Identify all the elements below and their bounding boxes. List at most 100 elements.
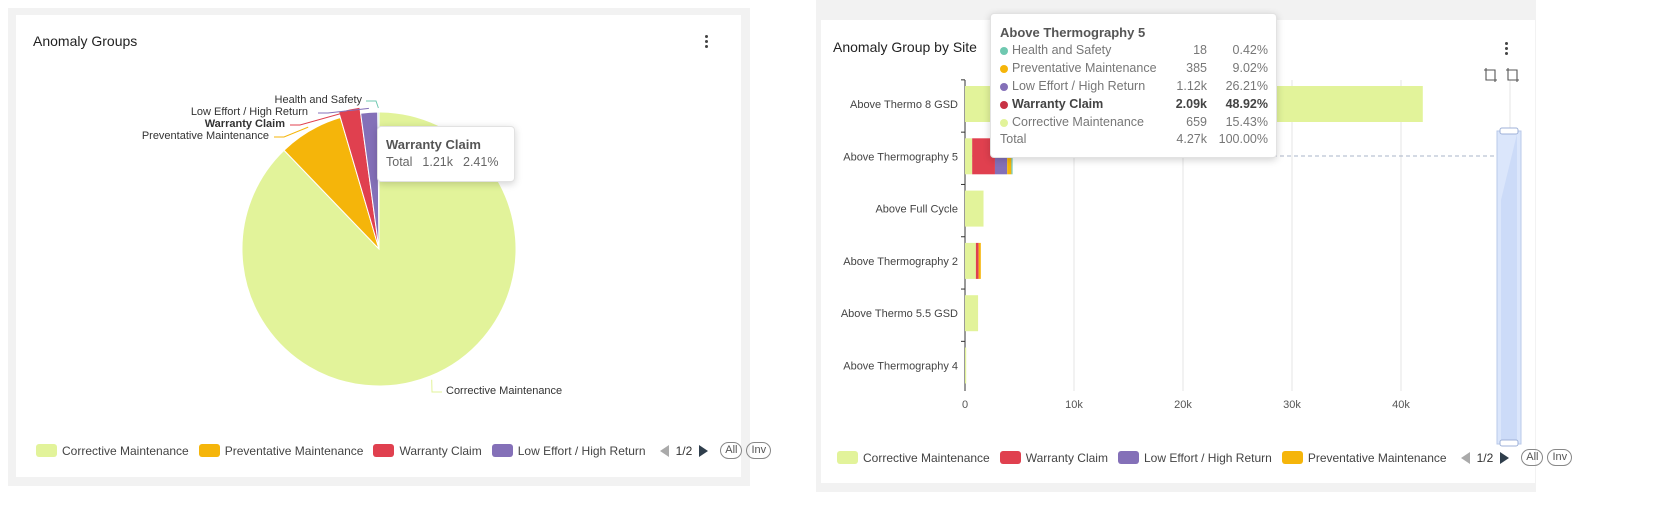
legend-swatch bbox=[1117, 451, 1139, 464]
x-tick-label: 0 bbox=[962, 399, 968, 411]
legend-item-warranty-claim[interactable]: Warranty Claim bbox=[999, 451, 1108, 465]
zoom-icon[interactable] bbox=[1484, 68, 1497, 82]
legend-item-low-effort-high-return[interactable]: Low Effort / High Return bbox=[491, 444, 646, 458]
zoom-handle-top[interactable] bbox=[1499, 127, 1519, 135]
bar-tooltip-total-percent: 100.00% bbox=[1218, 132, 1268, 146]
legend-next-icon[interactable] bbox=[1500, 451, 1510, 464]
bar-tooltip-total-value: 4.27k bbox=[1176, 132, 1207, 146]
bar-segment-corrective-maintenance[interactable] bbox=[965, 347, 967, 384]
stacked-bar-chart: 010k20k30k40k50kAbove Thermo 8 GSDAbove … bbox=[841, 68, 1522, 447]
bar-tooltip-row: Warranty Claim 2.09k 48.92% bbox=[1000, 97, 1268, 113]
legend-inv-button[interactable]: Inv bbox=[746, 442, 772, 459]
legend-item-corrective-maintenance[interactable]: Corrective Maintenance bbox=[36, 444, 189, 458]
bar-tooltip-series-name: Warranty Claim bbox=[1012, 97, 1104, 111]
legend-swatch bbox=[491, 444, 513, 457]
zoom-handle-bottom[interactable] bbox=[1499, 439, 1519, 447]
legend-page-indicator: 1/2 bbox=[675, 443, 693, 458]
x-tick-label: 40k bbox=[1392, 399, 1410, 411]
pie-tooltip-percent: 2.41% bbox=[463, 155, 499, 169]
kebab-menu-icon[interactable] bbox=[703, 33, 709, 51]
legend-swatch bbox=[837, 451, 858, 464]
bar-tooltip-series-percent: 26.21% bbox=[1225, 79, 1268, 93]
x-tick-label: 10k bbox=[1065, 399, 1083, 411]
pie-leader-line bbox=[290, 110, 350, 126]
pie-tooltip-value: 1.21k bbox=[422, 155, 453, 169]
bar-segment-corrective-maintenance[interactable] bbox=[965, 295, 979, 332]
legend-swatch bbox=[36, 444, 57, 457]
bar-tooltip-series-name: Preventative Maintenance bbox=[1012, 61, 1157, 75]
bar-tooltip-series-value: 385 bbox=[1186, 61, 1207, 75]
bar-segment-warranty-claim[interactable] bbox=[975, 242, 979, 279]
bar-tooltip-series-value: 18 bbox=[1193, 43, 1207, 57]
legend-inv-button[interactable]: Inv bbox=[1547, 449, 1573, 466]
y-tick-label-above-thermography-5: Above Thermography 5 bbox=[843, 151, 958, 163]
bar-segment-corrective-maintenance[interactable] bbox=[965, 242, 976, 279]
pie-label-health-and-safety: Health and Safety bbox=[275, 94, 363, 106]
kebab-menu-icon[interactable] bbox=[1503, 40, 1509, 58]
y-tick-label-above-thermo-5-5-gsd: Above Thermo 5.5 GSD bbox=[841, 308, 958, 320]
pie-label-preventative-maintenance: Preventative Maintenance bbox=[142, 130, 269, 142]
legend-prev-icon[interactable] bbox=[1460, 451, 1470, 464]
bar-tooltip-series-percent: 15.43% bbox=[1225, 115, 1268, 129]
bar-tooltip: Above Thermography 5 Health and Safety 18… bbox=[990, 13, 1277, 158]
bar-tooltip-row: Low Effort / High Return 1.12k 26.21% bbox=[1000, 79, 1268, 95]
series-dot-icon bbox=[1000, 119, 1008, 127]
zoom-slider-shadow bbox=[1501, 134, 1517, 440]
bar-segment-warranty-claim[interactable] bbox=[972, 138, 995, 175]
legend-page-indicator: 1/2 bbox=[1476, 450, 1494, 465]
pie-leader-line bbox=[431, 379, 442, 393]
legend-swatch bbox=[999, 451, 1021, 464]
bar-tooltip-title: Above Thermography 5 bbox=[1000, 25, 1146, 40]
bar-tooltip-row: Health and Safety 18 0.42% bbox=[1000, 43, 1268, 59]
legend-prev-icon[interactable] bbox=[659, 444, 669, 457]
series-dot-icon bbox=[1000, 65, 1008, 73]
legend-swatch bbox=[1281, 451, 1303, 464]
series-dot-icon bbox=[1000, 101, 1008, 109]
bar-tooltip-total-row: Total 4.27k 100.00% bbox=[1000, 132, 1268, 148]
bar-segment-corrective-maintenance[interactable] bbox=[965, 190, 984, 227]
bar-tooltip-series-value: 1.12k bbox=[1176, 79, 1207, 93]
legend-pager: 1/2 All Inv bbox=[1457, 449, 1573, 466]
pie-label-corrective-maintenance: Corrective Maintenance bbox=[446, 385, 562, 397]
pie-leader-line bbox=[366, 100, 379, 109]
bar-tooltip-row: Corrective Maintenance 659 15.43% bbox=[1000, 115, 1268, 131]
zoom-reset-icon[interactable] bbox=[1506, 68, 1519, 82]
bar-tooltip-series-name: Health and Safety bbox=[1012, 43, 1112, 57]
legend-all-button[interactable]: All bbox=[1521, 449, 1544, 466]
legend-item-corrective-maintenance[interactable]: Corrective Maintenance bbox=[837, 451, 990, 465]
pie-leader-line bbox=[318, 107, 369, 114]
legend-item-preventative-maintenance[interactable]: Preventative Maintenance bbox=[198, 444, 363, 458]
pie-tooltip: Warranty Claim Total 1.21k 2.41% bbox=[377, 126, 515, 182]
pie-label-low-effort-high-return: Low Effort / High Return bbox=[191, 106, 308, 118]
bar-tooltip-row: Preventative Maintenance 385 9.02% bbox=[1000, 61, 1268, 77]
legend-next-icon[interactable] bbox=[699, 444, 709, 457]
series-dot-icon bbox=[1000, 47, 1008, 55]
bar-segment-preventative-maintenance[interactable] bbox=[978, 242, 981, 279]
y-tick-label-above-thermography-4: Above Thermography 4 bbox=[843, 361, 958, 373]
left-legend: Corrective Maintenance Preventative Main… bbox=[36, 442, 772, 459]
x-tick-label: 30k bbox=[1283, 399, 1301, 411]
bar-segment-corrective-maintenance[interactable] bbox=[965, 138, 973, 175]
legend-item-low-effort-high-return[interactable]: Low Effort / High Return bbox=[1117, 451, 1272, 465]
legend-item-preventative-maintenance[interactable]: Preventative Maintenance bbox=[1281, 451, 1447, 465]
legend-swatch bbox=[373, 444, 395, 457]
legend-swatch bbox=[198, 444, 220, 457]
right-legend: Corrective Maintenance Warranty Claim Lo… bbox=[837, 449, 1573, 466]
bar-tooltip-total-label: Total bbox=[1000, 132, 1027, 146]
y-tick-label-above-thermo-8-gsd: Above Thermo 8 GSD bbox=[850, 99, 958, 111]
legend-item-warranty-claim[interactable]: Warranty Claim bbox=[373, 444, 482, 458]
pie-label-warranty-claim: Warranty Claim bbox=[205, 118, 286, 130]
bar-tooltip-series-name: Low Effort / High Return bbox=[1012, 79, 1146, 93]
y-tick-label-above-thermography-2: Above Thermography 2 bbox=[843, 256, 958, 268]
series-dot-icon bbox=[1000, 83, 1008, 91]
legend-all-button[interactable]: All bbox=[720, 442, 743, 459]
bar-tooltip-series-value: 2.09k bbox=[1175, 97, 1207, 111]
bar-tooltip-series-percent: 48.92% bbox=[1225, 97, 1268, 111]
bar-tooltip-series-name: Corrective Maintenance bbox=[1012, 115, 1145, 129]
x-tick-label: 20k bbox=[1174, 399, 1192, 411]
bar-tooltip-series-percent: 0.42% bbox=[1232, 43, 1268, 57]
left-panel-title: Anomaly Groups bbox=[33, 33, 138, 49]
legend-pager: 1/2 All Inv bbox=[656, 442, 772, 459]
bar-tooltip-series-value: 659 bbox=[1186, 115, 1207, 129]
y-tick-label-above-full-cycle: Above Full Cycle bbox=[875, 204, 958, 216]
